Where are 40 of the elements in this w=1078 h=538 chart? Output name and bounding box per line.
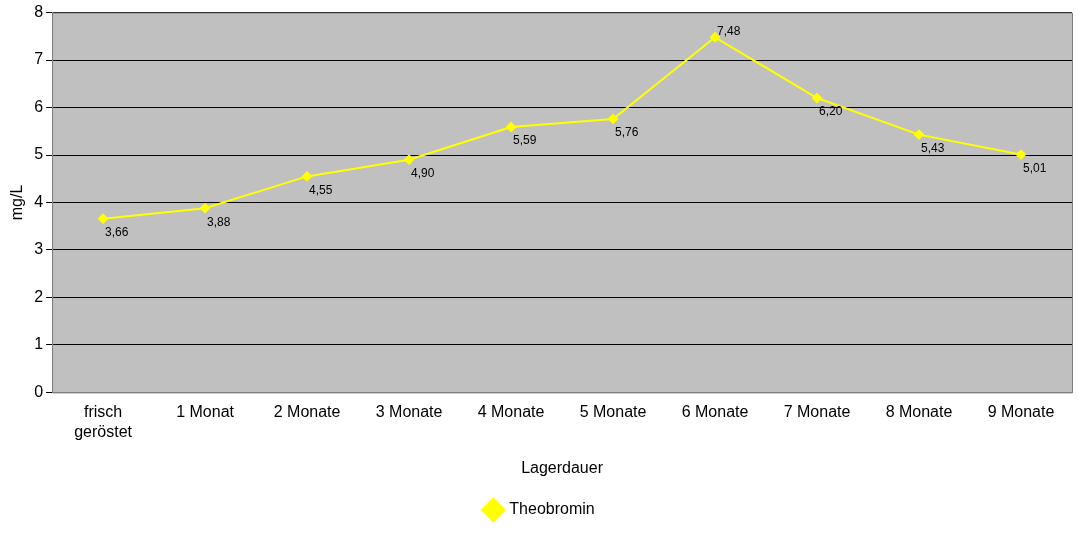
y-tick-label: 2 bbox=[34, 287, 44, 305]
x-tick-label: 6 Monate bbox=[681, 403, 749, 421]
x-tick-label: 8 Monate bbox=[885, 403, 953, 421]
y-tick-label: 0 bbox=[34, 382, 44, 400]
point bbox=[98, 213, 109, 224]
x-tick-label: 2 Monate bbox=[273, 403, 341, 421]
y-tick-label: 8 bbox=[34, 3, 44, 21]
data-label: 3,88 bbox=[207, 214, 231, 229]
y-tick-label: 4 bbox=[34, 192, 44, 210]
legend-label: Theobromin bbox=[509, 500, 595, 518]
point bbox=[200, 203, 211, 214]
x-tick-label: 4 Monate bbox=[477, 403, 545, 421]
data-label: 7,48 bbox=[717, 23, 741, 38]
x-tick-label: 7 Monate bbox=[783, 403, 851, 421]
y-tick-label: 5 bbox=[34, 145, 44, 163]
x-tick-label: 5 Monate bbox=[579, 403, 647, 421]
y-tick-label: 3 bbox=[34, 240, 44, 258]
data-label: 4,55 bbox=[309, 182, 333, 197]
data-label: 4,90 bbox=[411, 166, 435, 181]
point bbox=[812, 93, 823, 104]
y-tick-label: 7 bbox=[34, 50, 44, 68]
y-tick-label: 1 bbox=[34, 335, 44, 353]
x-tick-label: 9 Monate bbox=[987, 403, 1055, 421]
data-label: 5,01 bbox=[1023, 160, 1047, 175]
point bbox=[1016, 149, 1027, 160]
y-tick-label: 6 bbox=[34, 97, 44, 115]
data-label: 5,43 bbox=[921, 140, 945, 155]
point bbox=[608, 113, 619, 124]
x-tick-label: 3 Monate bbox=[375, 403, 443, 421]
data-label: 3,66 bbox=[105, 224, 129, 239]
point bbox=[914, 129, 925, 140]
data-label: 5,59 bbox=[513, 133, 537, 148]
data-label: 5,76 bbox=[615, 125, 639, 140]
point bbox=[506, 122, 517, 133]
point bbox=[302, 171, 313, 182]
point bbox=[404, 154, 415, 165]
x-tick-label: frisch geröstet bbox=[74, 403, 133, 440]
x-axis-title: Lagerdauer bbox=[521, 458, 604, 476]
y-axis-title: mg/L bbox=[8, 184, 26, 221]
x-tick-label: 1 Monat bbox=[176, 403, 235, 421]
